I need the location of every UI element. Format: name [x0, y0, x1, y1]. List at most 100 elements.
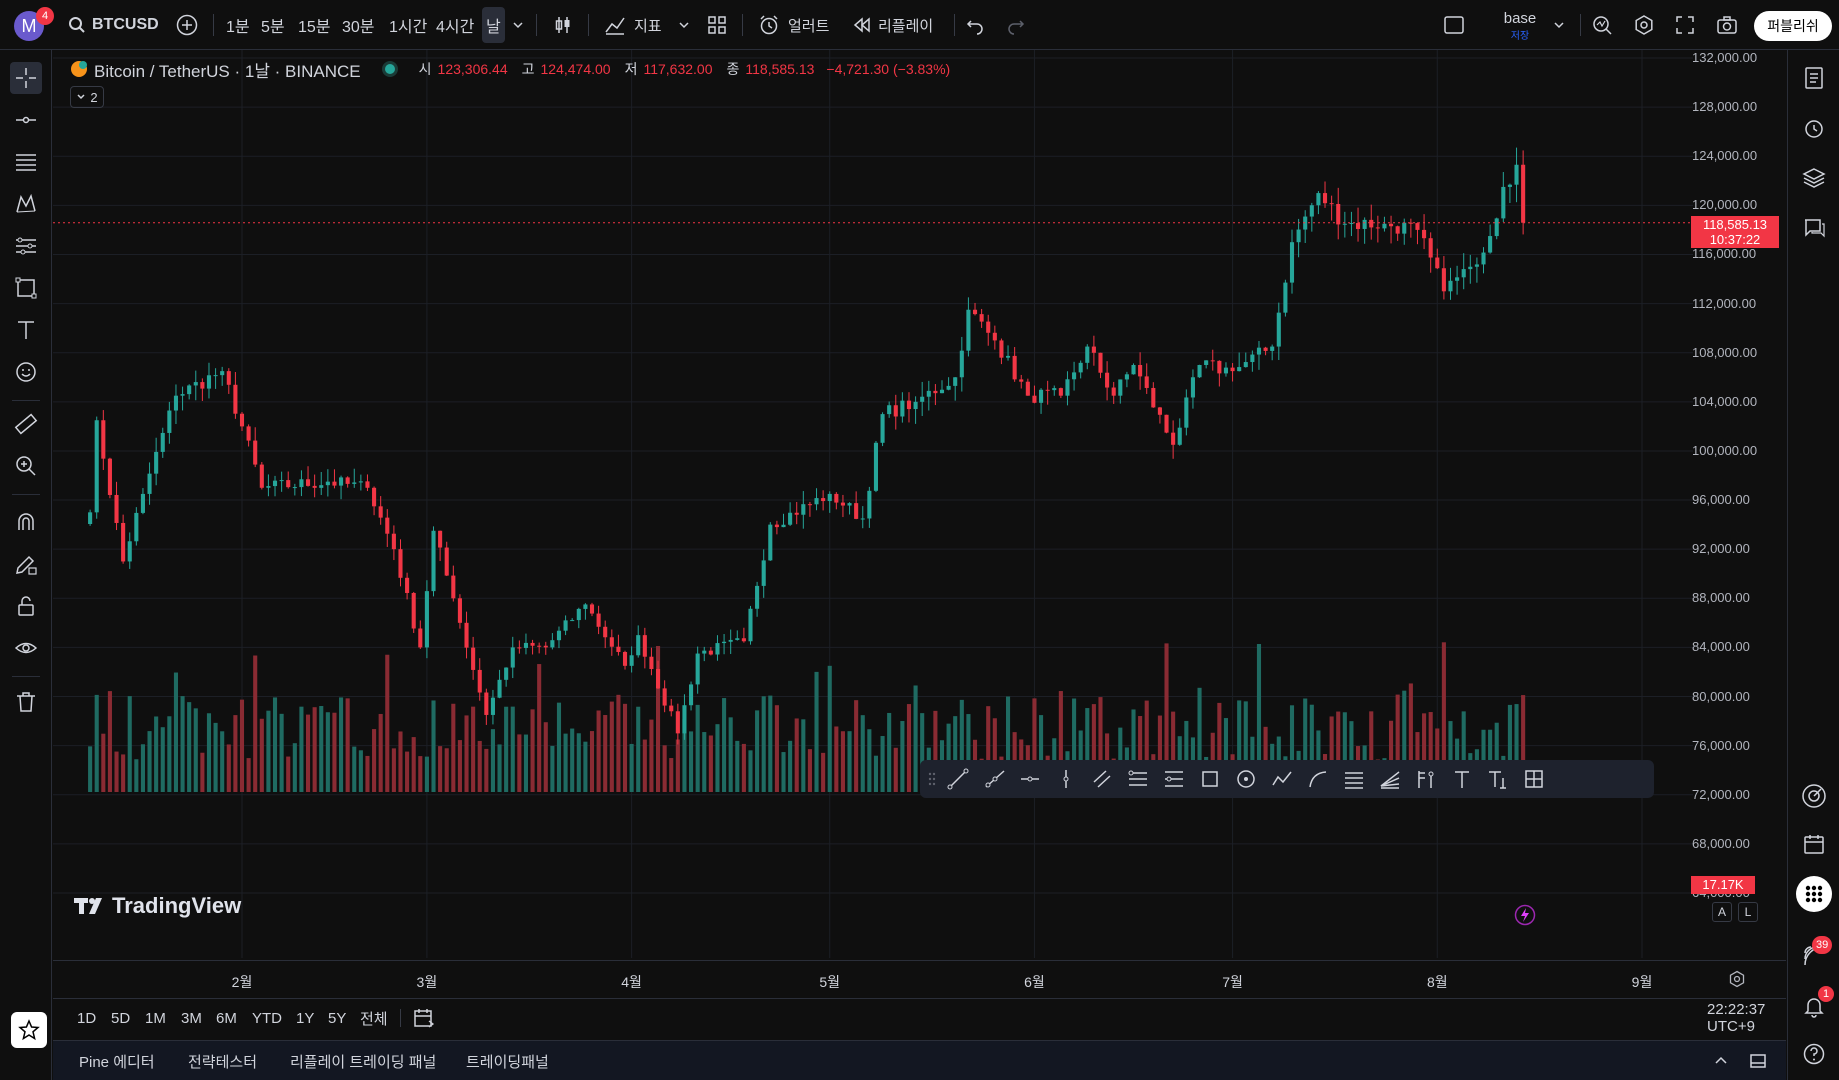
alerts-panel-button[interactable]: [1798, 112, 1830, 144]
vertical-line-tool[interactable]: [1048, 760, 1084, 798]
chats-button[interactable]: [1798, 212, 1830, 244]
fullscreen-button[interactable]: [1675, 0, 1695, 50]
fib-tool[interactable]: [10, 146, 42, 178]
lock-drawing-tool[interactable]: [10, 548, 42, 580]
products-button[interactable]: [1796, 876, 1832, 912]
interval-1h[interactable]: 1시간: [389, 19, 428, 36]
hotlists-button[interactable]: [1798, 780, 1830, 812]
range-3m[interactable]: 3M: [181, 1009, 202, 1027]
forecast-tool[interactable]: [10, 230, 42, 262]
layout-name-button[interactable]: base 저장: [1480, 10, 1560, 42]
price-chart[interactable]: [53, 50, 1786, 996]
interval-1m[interactable]: 1분: [226, 19, 250, 36]
ray-tool[interactable]: [976, 760, 1012, 798]
range-all[interactable]: 전체: [360, 1010, 388, 1028]
quick-search-button[interactable]: [1591, 0, 1613, 50]
anchored-text-tool[interactable]: [1480, 760, 1516, 798]
candle-body: [1151, 387, 1156, 408]
chart-pane[interactable]: [53, 50, 1786, 996]
range-1m[interactable]: 1M: [145, 1009, 166, 1027]
tab-trading-panel[interactable]: 트레이딩패널: [466, 1053, 549, 1071]
pattern-tool[interactable]: [10, 188, 42, 220]
interval-1d[interactable]: 날: [482, 0, 505, 50]
favorites-button[interactable]: [11, 1012, 47, 1048]
horizontal-line-tool[interactable]: [1012, 760, 1048, 798]
rectangle-tool[interactable]: [1192, 760, 1228, 798]
tab-strategy-tester[interactable]: 전략테스터: [188, 1053, 258, 1071]
layout-dropdown[interactable]: [1553, 0, 1565, 50]
fib-retracement-tool[interactable]: [1120, 760, 1156, 798]
volume-bar: [669, 758, 674, 792]
chart-type-button[interactable]: [552, 0, 574, 50]
auto-scale-button[interactable]: A: [1712, 902, 1732, 922]
compare-symbol-button[interactable]: [176, 0, 198, 50]
expand-panel-button[interactable]: [1713, 1041, 1729, 1080]
shapes-tool[interactable]: [10, 272, 42, 304]
redo-button[interactable]: [1006, 0, 1026, 50]
time-axis[interactable]: [53, 960, 1786, 996]
calendar-button[interactable]: [1798, 828, 1830, 860]
legend-collapse-button[interactable]: 2: [70, 86, 104, 108]
interval-5m[interactable]: 5분: [261, 19, 285, 36]
range-ytd[interactable]: YTD: [252, 1009, 282, 1027]
tab-replay-trading[interactable]: 리플레이 트레이딩 패널: [290, 1053, 437, 1071]
measure-tool[interactable]: [10, 408, 42, 440]
candle-body: [1428, 238, 1433, 258]
magnet-tool[interactable]: [10, 506, 42, 538]
goto-date-button[interactable]: [413, 999, 435, 1037]
help-button[interactable]: [1798, 1038, 1830, 1070]
path-tool[interactable]: [1264, 760, 1300, 798]
range-1d[interactable]: 1D: [77, 1009, 97, 1027]
range-5y[interactable]: 5Y: [328, 1009, 347, 1027]
undo-button[interactable]: [965, 0, 985, 50]
curve-tool[interactable]: [1300, 760, 1336, 798]
tab-pine-editor[interactable]: Pine 에디터: [79, 1053, 155, 1071]
trend-line-tool[interactable]: [940, 760, 976, 798]
interval-30m[interactable]: 30분: [342, 19, 375, 36]
range-6m[interactable]: 6M: [216, 1009, 237, 1027]
trendline-tool[interactable]: [10, 104, 42, 136]
lock-all-drawings[interactable]: [10, 590, 42, 622]
interval-dropdown[interactable]: [512, 0, 524, 50]
fib-extension-tool[interactable]: [1156, 760, 1192, 798]
gann-fan-tool[interactable]: [1372, 760, 1408, 798]
text-tool[interactable]: [1444, 760, 1480, 798]
drag-handle-icon[interactable]: [928, 760, 940, 798]
long-position-tool[interactable]: [1408, 760, 1444, 798]
remove-drawings[interactable]: [10, 686, 42, 718]
lightning-indicator[interactable]: [1514, 904, 1536, 926]
alert-button[interactable]: 얼러트: [758, 0, 829, 50]
object-tree-button[interactable]: [1798, 162, 1830, 194]
hide-drawings[interactable]: [10, 632, 42, 664]
fullscreen-square-button[interactable]: [1443, 0, 1465, 50]
series-legend[interactable]: Bitcoin / TetherUS · 1날 · BINANCE 시 123,3…: [70, 58, 950, 81]
parallel-channel-tool[interactable]: [1084, 760, 1120, 798]
emoji-tool[interactable]: [10, 356, 42, 388]
watchlist-button[interactable]: [1798, 62, 1830, 94]
time-axis-settings[interactable]: [1728, 970, 1746, 988]
timezone-clock[interactable]: 22:22:37 UTC+9: [1707, 1001, 1766, 1035]
settings-button[interactable]: [1633, 0, 1655, 50]
range-5d[interactable]: 5D: [111, 1009, 131, 1027]
indicators-button[interactable]: 지표: [604, 0, 662, 50]
interval-15m[interactable]: 15분: [298, 19, 331, 36]
circle-tool[interactable]: [1228, 760, 1264, 798]
measure-range-tool[interactable]: [1516, 760, 1552, 798]
layouts-grid-button[interactable]: [707, 0, 727, 50]
publish-button[interactable]: 퍼블리쉬: [1754, 11, 1832, 41]
pitchfork-tool[interactable]: [1336, 760, 1372, 798]
interval-4h[interactable]: 4시간: [436, 19, 475, 36]
snapshot-button[interactable]: [1716, 0, 1738, 50]
layout-name: base: [1503, 10, 1537, 27]
maximize-panel-button[interactable]: [1749, 1041, 1767, 1080]
indicator-templates-dropdown[interactable]: [678, 0, 690, 50]
symbol-search[interactable]: BTCUSD: [68, 0, 159, 50]
crosshair-tool[interactable]: [10, 62, 42, 94]
text-tool[interactable]: [10, 314, 42, 346]
candle-body: [1468, 266, 1473, 270]
zoom-tool[interactable]: [10, 450, 42, 482]
range-1y[interactable]: 1Y: [296, 1009, 315, 1027]
replay-button[interactable]: 리플레이: [852, 0, 933, 50]
log-scale-button[interactable]: L: [1738, 902, 1758, 922]
notifications-button[interactable]: [1798, 990, 1830, 1022]
